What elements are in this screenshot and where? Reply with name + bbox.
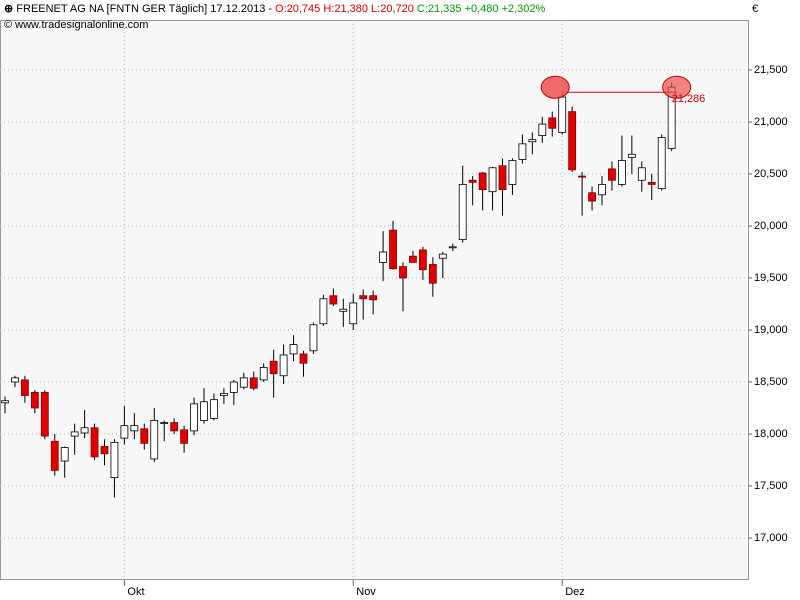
level-label: 21,286 <box>672 93 706 105</box>
y-tick-label: 17,500 <box>754 480 788 492</box>
candle-body <box>120 425 129 439</box>
y-tick-label: 18,000 <box>754 428 788 440</box>
candle-body <box>60 447 69 462</box>
candle-body <box>200 401 208 421</box>
y-tick-label: 20,000 <box>754 220 788 232</box>
candle-body <box>190 403 198 432</box>
candle-body <box>1 400 9 404</box>
instrument: FREENET AG NA [FNTN GER Täglich] 17.12.2… <box>16 3 272 15</box>
candle-body <box>289 344 298 355</box>
candle-body <box>30 391 39 409</box>
x-tick-label: Nov <box>356 586 376 598</box>
candle-body <box>399 266 407 279</box>
candle-body <box>428 264 437 284</box>
y-tick-label: 18,500 <box>754 376 788 388</box>
currency: € <box>752 3 758 15</box>
candle-body <box>50 440 59 471</box>
candle-body <box>518 143 527 160</box>
candle-body <box>647 181 656 185</box>
level-marker <box>662 75 692 99</box>
y-tick-label: 21,000 <box>754 116 788 128</box>
candle-body <box>369 295 378 301</box>
source: © www.tradesignalonline.com <box>4 19 148 31</box>
candle-body <box>259 367 268 381</box>
candle-body <box>548 117 557 129</box>
candle-body <box>160 422 169 424</box>
candle-body <box>239 377 248 388</box>
candle-body <box>249 377 258 389</box>
candle-body <box>637 167 646 181</box>
candle-body <box>528 139 537 143</box>
candle-body <box>170 422 179 432</box>
candle-body <box>359 295 368 300</box>
candle-body <box>458 184 467 240</box>
candle-body <box>558 96 567 133</box>
header-icon: ⊕ <box>4 3 16 15</box>
candle-body <box>598 184 606 196</box>
candle-body <box>627 153 636 158</box>
candle-body <box>349 302 358 325</box>
y-tick-label: 19,000 <box>754 324 788 336</box>
candle-body <box>657 137 666 189</box>
ohl: O:20,745 H:21,380 L:20,720 <box>275 3 414 15</box>
candle-body <box>588 192 596 202</box>
candle-body <box>40 391 49 437</box>
candle-body <box>409 255 417 263</box>
candle-body <box>110 441 119 479</box>
candle-body <box>80 427 89 434</box>
candle-body <box>150 420 159 460</box>
candle-body <box>229 381 238 393</box>
x-tick-label: Okt <box>127 586 144 598</box>
candle-body <box>279 354 288 377</box>
candle-body <box>90 427 99 458</box>
candle-body <box>379 251 388 263</box>
candle-body <box>478 172 487 191</box>
candle-body <box>319 298 328 325</box>
candle-body <box>488 167 497 193</box>
candle-body <box>210 399 218 419</box>
candle-body <box>448 246 457 249</box>
y-tick-label: 20,500 <box>754 168 788 180</box>
candle-body <box>538 123 547 136</box>
candle-body <box>389 229 397 270</box>
level-marker <box>540 75 570 99</box>
candle-body <box>309 324 318 352</box>
candle-body <box>11 377 19 383</box>
y-tick-label: 19,500 <box>754 272 788 284</box>
candle-body <box>180 429 189 444</box>
y-tick-label: 21,500 <box>754 64 788 76</box>
candle-body <box>140 428 149 444</box>
x-tick-label: Dez <box>565 586 585 598</box>
candle-body <box>498 165 507 191</box>
candle-body <box>20 379 29 396</box>
candle-body <box>618 160 626 185</box>
header: ⊕ FREENET AG NA [FNTN GER Täglich] 17.12… <box>4 3 546 15</box>
candle-body <box>339 308 348 312</box>
candle-body <box>219 393 228 396</box>
candle-body <box>299 353 308 364</box>
y-tick-label: 17,000 <box>754 532 788 544</box>
candle-body <box>70 431 79 437</box>
candle-body <box>608 168 616 181</box>
candle-body <box>508 160 517 185</box>
candle-body <box>130 425 139 432</box>
candle-body <box>568 111 577 171</box>
candle-body <box>100 446 109 455</box>
candle-body <box>468 179 477 183</box>
change: C:21,335 +0,480 +2,302% <box>417 3 546 15</box>
candle-body <box>269 360 278 375</box>
candle-body <box>418 249 427 271</box>
candle-body <box>329 295 338 305</box>
candle-body <box>438 253 447 259</box>
candle-body <box>578 175 586 178</box>
